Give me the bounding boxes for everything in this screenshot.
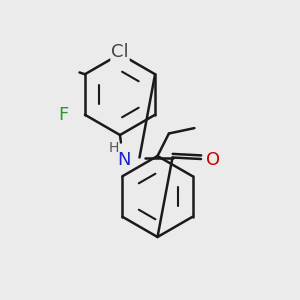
Text: O: O <box>206 151 220 169</box>
Text: H: H <box>108 140 119 154</box>
Text: Cl: Cl <box>111 43 129 61</box>
Text: F: F <box>58 106 68 124</box>
Text: N: N <box>117 151 130 169</box>
